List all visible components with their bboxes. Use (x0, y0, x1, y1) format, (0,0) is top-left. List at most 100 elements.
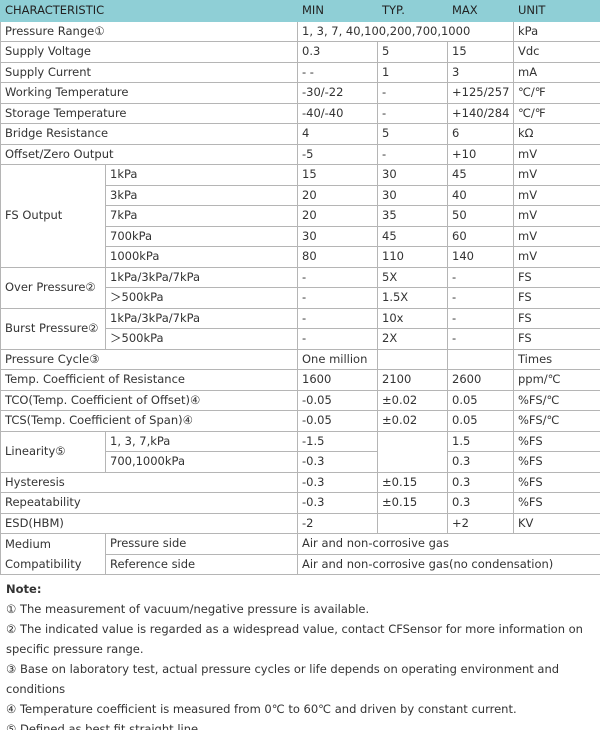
table-row: Supply Current - -1 3 mA (0, 61, 600, 83)
cell: Supply Voltage (0, 41, 298, 63)
cell: 3kPa (105, 184, 298, 206)
cell: 1kPa/3kPa/7kPa (105, 307, 298, 329)
table-row: Working Temperature -30/-22- +125/257 ℃/℉ (0, 82, 600, 104)
cell: Medium Compatibility (0, 533, 106, 575)
cell: Hysteresis (0, 471, 298, 493)
cell: Vdc (513, 41, 600, 63)
cell: 0.05 (447, 389, 514, 411)
table-row: ＞500kPa -1.5X - FS (1, 287, 600, 309)
cell: One million (297, 348, 378, 370)
table-row: 1000kPa 80 110 140 mV (1, 246, 600, 268)
cell: Working Temperature (0, 82, 298, 104)
cell: ＞500kPa (105, 328, 298, 350)
cell: ppm/℃ (513, 369, 600, 391)
cell: Reference side (105, 553, 298, 575)
cell: kPa (513, 20, 600, 42)
cell: %FS (513, 471, 600, 493)
cell: 45 (377, 225, 448, 247)
cell: Offset/Zero Output (0, 143, 298, 165)
cell: 7kPa (105, 205, 298, 227)
cell: 50 (447, 205, 514, 227)
cell: %FS (513, 430, 600, 452)
cell: mA (513, 61, 600, 83)
cell (377, 512, 448, 534)
cell: kΩ (513, 123, 600, 145)
cell: Air and non-corrosive gas (297, 533, 600, 555)
cell: 45 (447, 164, 514, 186)
cell: -1.5 (297, 430, 378, 452)
table-row: Storage Temperature -40/-40- +140/284 ℃/℉ (0, 102, 600, 124)
header-cell: CHARACTERISTIC (0, 0, 298, 22)
cell: FS (513, 266, 600, 288)
notes-title: Note: (6, 582, 42, 596)
cell: ℃/℉ (513, 82, 600, 104)
note: ④ Temperature coefficient is measured fr… (6, 702, 517, 716)
cell: 30 (377, 164, 448, 186)
cell: FS Output (0, 164, 106, 268)
cell: +125/257 (447, 82, 514, 104)
cell: %FS/℃ (513, 410, 600, 432)
table-row: Burst Pressure② 1kPa/3kPa/7kPa -10x - FS (0, 307, 600, 350)
header-cell: TYP. (377, 0, 448, 22)
cell: %FS/℃ (513, 389, 600, 411)
cell: 1kPa (105, 164, 298, 186)
cell: 10x (377, 307, 448, 329)
cell: - (447, 328, 514, 350)
cell: mV (513, 164, 600, 186)
cell-line: Compatibility (5, 557, 82, 571)
cell: Burst Pressure② (0, 307, 106, 350)
cell: Air and non-corrosive gas(no condensatio… (297, 553, 600, 575)
cell: mV (513, 184, 600, 206)
table-row: Pressure Cycle③ One million Times (0, 348, 600, 370)
cell: -0.05 (297, 389, 378, 411)
cell (447, 348, 514, 370)
spec-table: CHARACTERISTIC MIN TYP. MAX UNIT Pressure Ra… (0, 0, 600, 575)
cell: - (297, 266, 378, 288)
table-row: Pressure Range① 1, 3, 7, 40,100,200,700,1… (0, 20, 600, 42)
cell: ESD(HBM) (0, 512, 298, 534)
table-row: Temp. Coefficient of Resistance 1600 2100 2… (0, 369, 600, 391)
cell: ℃/℉ (513, 102, 600, 124)
cell: 140 (447, 246, 514, 268)
cell: 0.3 (447, 492, 514, 514)
cell: 2600 (447, 369, 514, 391)
cell: mV (513, 225, 600, 247)
cell: - (447, 287, 514, 309)
note: ② The indicated value is regarded as a w… (6, 622, 583, 656)
table-row: 3kPa 20 30 40 mV (1, 184, 600, 206)
cell: -0.3 (297, 492, 378, 514)
cell: - (377, 82, 448, 104)
cell: Storage Temperature (0, 102, 298, 124)
cell: ±0.02 (377, 410, 448, 432)
table-row: Over Pressure② 1kPa/3kPa/7kPa -5X - FS (0, 266, 600, 309)
cell: 15 (447, 41, 514, 63)
cell: - - (297, 61, 378, 83)
cell: 60 (447, 225, 514, 247)
notes: Note: ① The measurement of vacuum/negati… (0, 575, 600, 730)
cell: mV (513, 143, 600, 165)
cell: - (297, 307, 378, 329)
cell: -0.3 (297, 471, 378, 493)
note: ⑤ Defined as best fit straight line (6, 722, 199, 730)
cell: 1.5X (377, 287, 448, 309)
cell (377, 430, 448, 473)
cell: 1, 3, 7, 40,100,200,700,1000 (297, 20, 514, 42)
cell: +10 (447, 143, 514, 165)
cell: 35 (377, 205, 448, 227)
table-row: 700kPa 30 45 60 mV (1, 225, 600, 247)
header-cell: UNIT (513, 0, 600, 22)
cell: +2 (447, 512, 514, 534)
cell: ＞500kPa (105, 287, 298, 309)
table-row: Offset/Zero Output -5- +10 mV (0, 143, 600, 165)
cell: 2X (377, 328, 448, 350)
header-cell: MIN (297, 0, 378, 22)
table-row: Reference side Air and non-corrosive gas(… (1, 553, 600, 575)
cell: 110 (377, 246, 448, 268)
table-row: Linearity⑤ 1, 3, 7,kPa -1.5 1.5 %FS (0, 430, 600, 473)
cell: - (447, 307, 514, 329)
cell: -0.05 (297, 410, 378, 432)
cell: Repeatability (0, 492, 298, 514)
cell: 1600 (297, 369, 378, 391)
cell: %FS (513, 451, 600, 473)
table-row: Medium Compatibility Pressure side Air and … (0, 533, 600, 575)
